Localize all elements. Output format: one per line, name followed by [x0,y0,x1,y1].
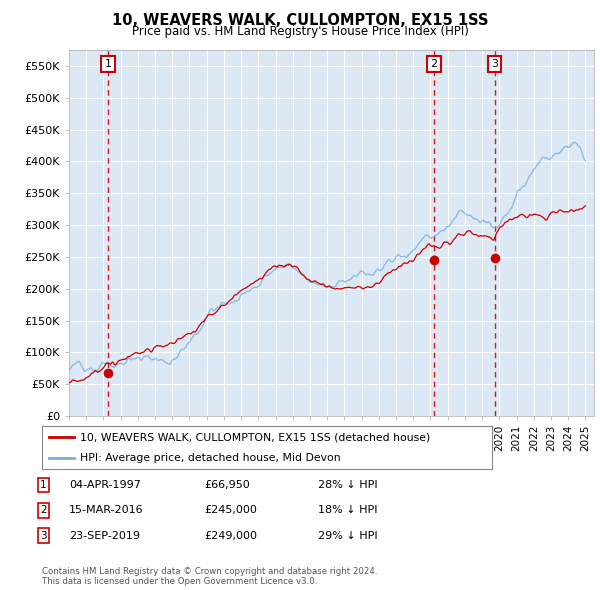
Text: 1: 1 [104,59,112,69]
Text: £249,000: £249,000 [204,531,257,540]
Text: 23-SEP-2019: 23-SEP-2019 [69,531,140,540]
Text: 3: 3 [40,531,47,540]
Text: 3: 3 [491,59,498,69]
Text: £66,950: £66,950 [204,480,250,490]
Text: 1: 1 [40,480,47,490]
Text: 15-MAR-2016: 15-MAR-2016 [69,506,143,515]
Text: HPI: Average price, detached house, Mid Devon: HPI: Average price, detached house, Mid … [80,453,341,463]
Text: 18% ↓ HPI: 18% ↓ HPI [318,506,377,515]
Text: Contains HM Land Registry data © Crown copyright and database right 2024.
This d: Contains HM Land Registry data © Crown c… [42,567,377,586]
Text: 04-APR-1997: 04-APR-1997 [69,480,141,490]
Text: Price paid vs. HM Land Registry's House Price Index (HPI): Price paid vs. HM Land Registry's House … [131,25,469,38]
Text: 2: 2 [430,59,437,69]
Text: £245,000: £245,000 [204,506,257,515]
Text: 10, WEAVERS WALK, CULLOMPTON, EX15 1SS: 10, WEAVERS WALK, CULLOMPTON, EX15 1SS [112,13,488,28]
Text: 2: 2 [40,506,47,515]
Text: 28% ↓ HPI: 28% ↓ HPI [318,480,377,490]
Text: 10, WEAVERS WALK, CULLOMPTON, EX15 1SS (detached house): 10, WEAVERS WALK, CULLOMPTON, EX15 1SS (… [80,432,431,442]
Text: 29% ↓ HPI: 29% ↓ HPI [318,531,377,540]
